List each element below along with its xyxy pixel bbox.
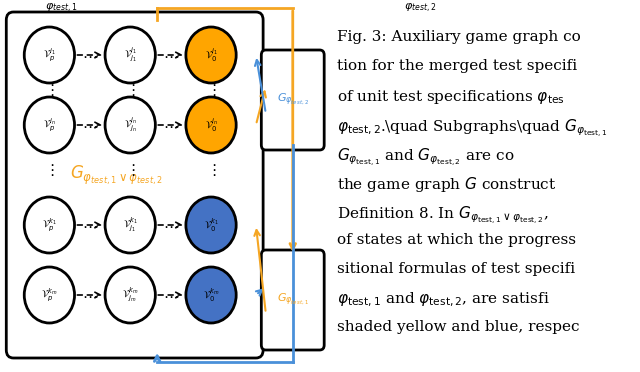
Text: $\mathcal{V}^{i_1}_{0}$: $\mathcal{V}^{i_1}_{0}$: [205, 46, 218, 64]
Text: $\cdots$: $\cdots$: [82, 118, 97, 132]
Circle shape: [105, 197, 156, 253]
Text: $G_{\varphi_{\mathrm{test,1}}}$ and $G_{\varphi_{\mathrm{test,2}}}$ are co: $G_{\varphi_{\mathrm{test,1}}}$ and $G_{…: [337, 146, 515, 168]
Text: $\varphi_{\mathrm{test,1}}$ and $\varphi_{\mathrm{test,2}}$, are satisfi: $\varphi_{\mathrm{test,1}}$ and $\varphi…: [337, 291, 550, 309]
Circle shape: [24, 97, 74, 153]
Text: $\mathcal{V}^{i_1}_{p}$: $\mathcal{V}^{i_1}_{p}$: [43, 46, 56, 64]
Text: $G_{\varphi_{test,1} \vee \varphi_{test,2}}$: $G_{\varphi_{test,1} \vee \varphi_{test,…: [70, 163, 163, 187]
Circle shape: [186, 27, 236, 83]
Text: of states at which the progress: of states at which the progress: [337, 233, 576, 247]
Circle shape: [105, 267, 156, 323]
Text: $\mathcal{V}^{i_1}_{j_1}$: $\mathcal{V}^{i_1}_{j_1}$: [124, 46, 136, 64]
Text: $\cdots$: $\cdots$: [82, 288, 97, 302]
Text: $\vdots$: $\vdots$: [206, 82, 216, 98]
Text: $\varphi_{test,2}$: $\varphi_{test,2}$: [404, 2, 436, 15]
Text: of unit test specifications $\varphi_{\mathrm{tes}}$: of unit test specifications $\varphi_{\m…: [337, 88, 564, 106]
Text: sitional formulas of test specifi: sitional formulas of test specifi: [337, 262, 575, 276]
Text: shaded yellow and blue, respec: shaded yellow and blue, respec: [337, 320, 579, 334]
Text: $\cdots$: $\cdots$: [82, 218, 97, 232]
Text: $\vdots$: $\vdots$: [44, 162, 54, 178]
Text: $\cdots$: $\cdots$: [163, 48, 179, 62]
Text: $\cdots$: $\cdots$: [82, 48, 97, 62]
FancyBboxPatch shape: [261, 50, 324, 150]
Text: $\varphi_{test,1}$: $\varphi_{test,1}$: [45, 2, 77, 15]
Circle shape: [105, 97, 156, 153]
Circle shape: [186, 197, 236, 253]
Text: $\mathcal{V}^{k_1}_{j_1}$: $\mathcal{V}^{k_1}_{j_1}$: [123, 216, 138, 234]
Text: $\vdots$: $\vdots$: [44, 82, 54, 98]
Text: $\mathcal{V}^{i_n}_{0}$: $\mathcal{V}^{i_n}_{0}$: [205, 116, 218, 134]
Text: $\mathcal{V}^{k_1}_{p}$: $\mathcal{V}^{k_1}_{p}$: [42, 216, 57, 234]
Circle shape: [24, 27, 74, 83]
Text: $\vdots$: $\vdots$: [125, 162, 136, 178]
Text: $\mathcal{V}^{k_1}_{0}$: $\mathcal{V}^{k_1}_{0}$: [204, 216, 218, 234]
Text: $\cdots$: $\cdots$: [163, 218, 179, 232]
Text: $G_{\varphi_{test,1}}$: $G_{\varphi_{test,1}}$: [277, 292, 308, 308]
Circle shape: [186, 267, 236, 323]
Circle shape: [24, 197, 74, 253]
Text: the game graph $G$ construct: the game graph $G$ construct: [337, 175, 556, 194]
Text: $\mathcal{V}^{i_n}_{p}$: $\mathcal{V}^{i_n}_{p}$: [43, 116, 56, 134]
Text: $\mathcal{V}^{k_m}_{j_m}$: $\mathcal{V}^{k_m}_{j_m}$: [122, 286, 138, 304]
Text: $\vdots$: $\vdots$: [206, 162, 216, 178]
FancyBboxPatch shape: [261, 250, 324, 350]
Text: $\cdots$: $\cdots$: [163, 288, 179, 302]
Circle shape: [105, 27, 156, 83]
Text: $\cdots$: $\cdots$: [163, 118, 179, 132]
Text: tion for the merged test specifi: tion for the merged test specifi: [337, 59, 577, 73]
Text: Definition 8. In $G_{\varphi_{\mathrm{test,1}}\vee\varphi_{\mathrm{test,2}}}$,: Definition 8. In $G_{\varphi_{\mathrm{te…: [337, 204, 548, 225]
Text: $G_{\varphi_{test,2}}$: $G_{\varphi_{test,2}}$: [276, 92, 308, 108]
Text: $\vdots$: $\vdots$: [125, 82, 136, 98]
FancyBboxPatch shape: [6, 12, 263, 358]
Text: $\mathcal{V}^{i_n}_{j_n}$: $\mathcal{V}^{i_n}_{j_n}$: [124, 116, 137, 134]
Circle shape: [24, 267, 74, 323]
Text: $\mathcal{V}^{k_m}_{0}$: $\mathcal{V}^{k_m}_{0}$: [203, 286, 220, 304]
Text: Fig. 3: Auxiliary game graph co: Fig. 3: Auxiliary game graph co: [337, 30, 580, 44]
Text: $\varphi_{\mathrm{test,2}}$.\quad Subgraphs\quad $G_{\varphi_{\mathrm{test,1}}}$: $\varphi_{\mathrm{test,2}}$.\quad Subgra…: [337, 117, 607, 139]
Circle shape: [186, 97, 236, 153]
Text: $\mathcal{V}^{k_m}_{p}$: $\mathcal{V}^{k_m}_{p}$: [41, 286, 58, 304]
